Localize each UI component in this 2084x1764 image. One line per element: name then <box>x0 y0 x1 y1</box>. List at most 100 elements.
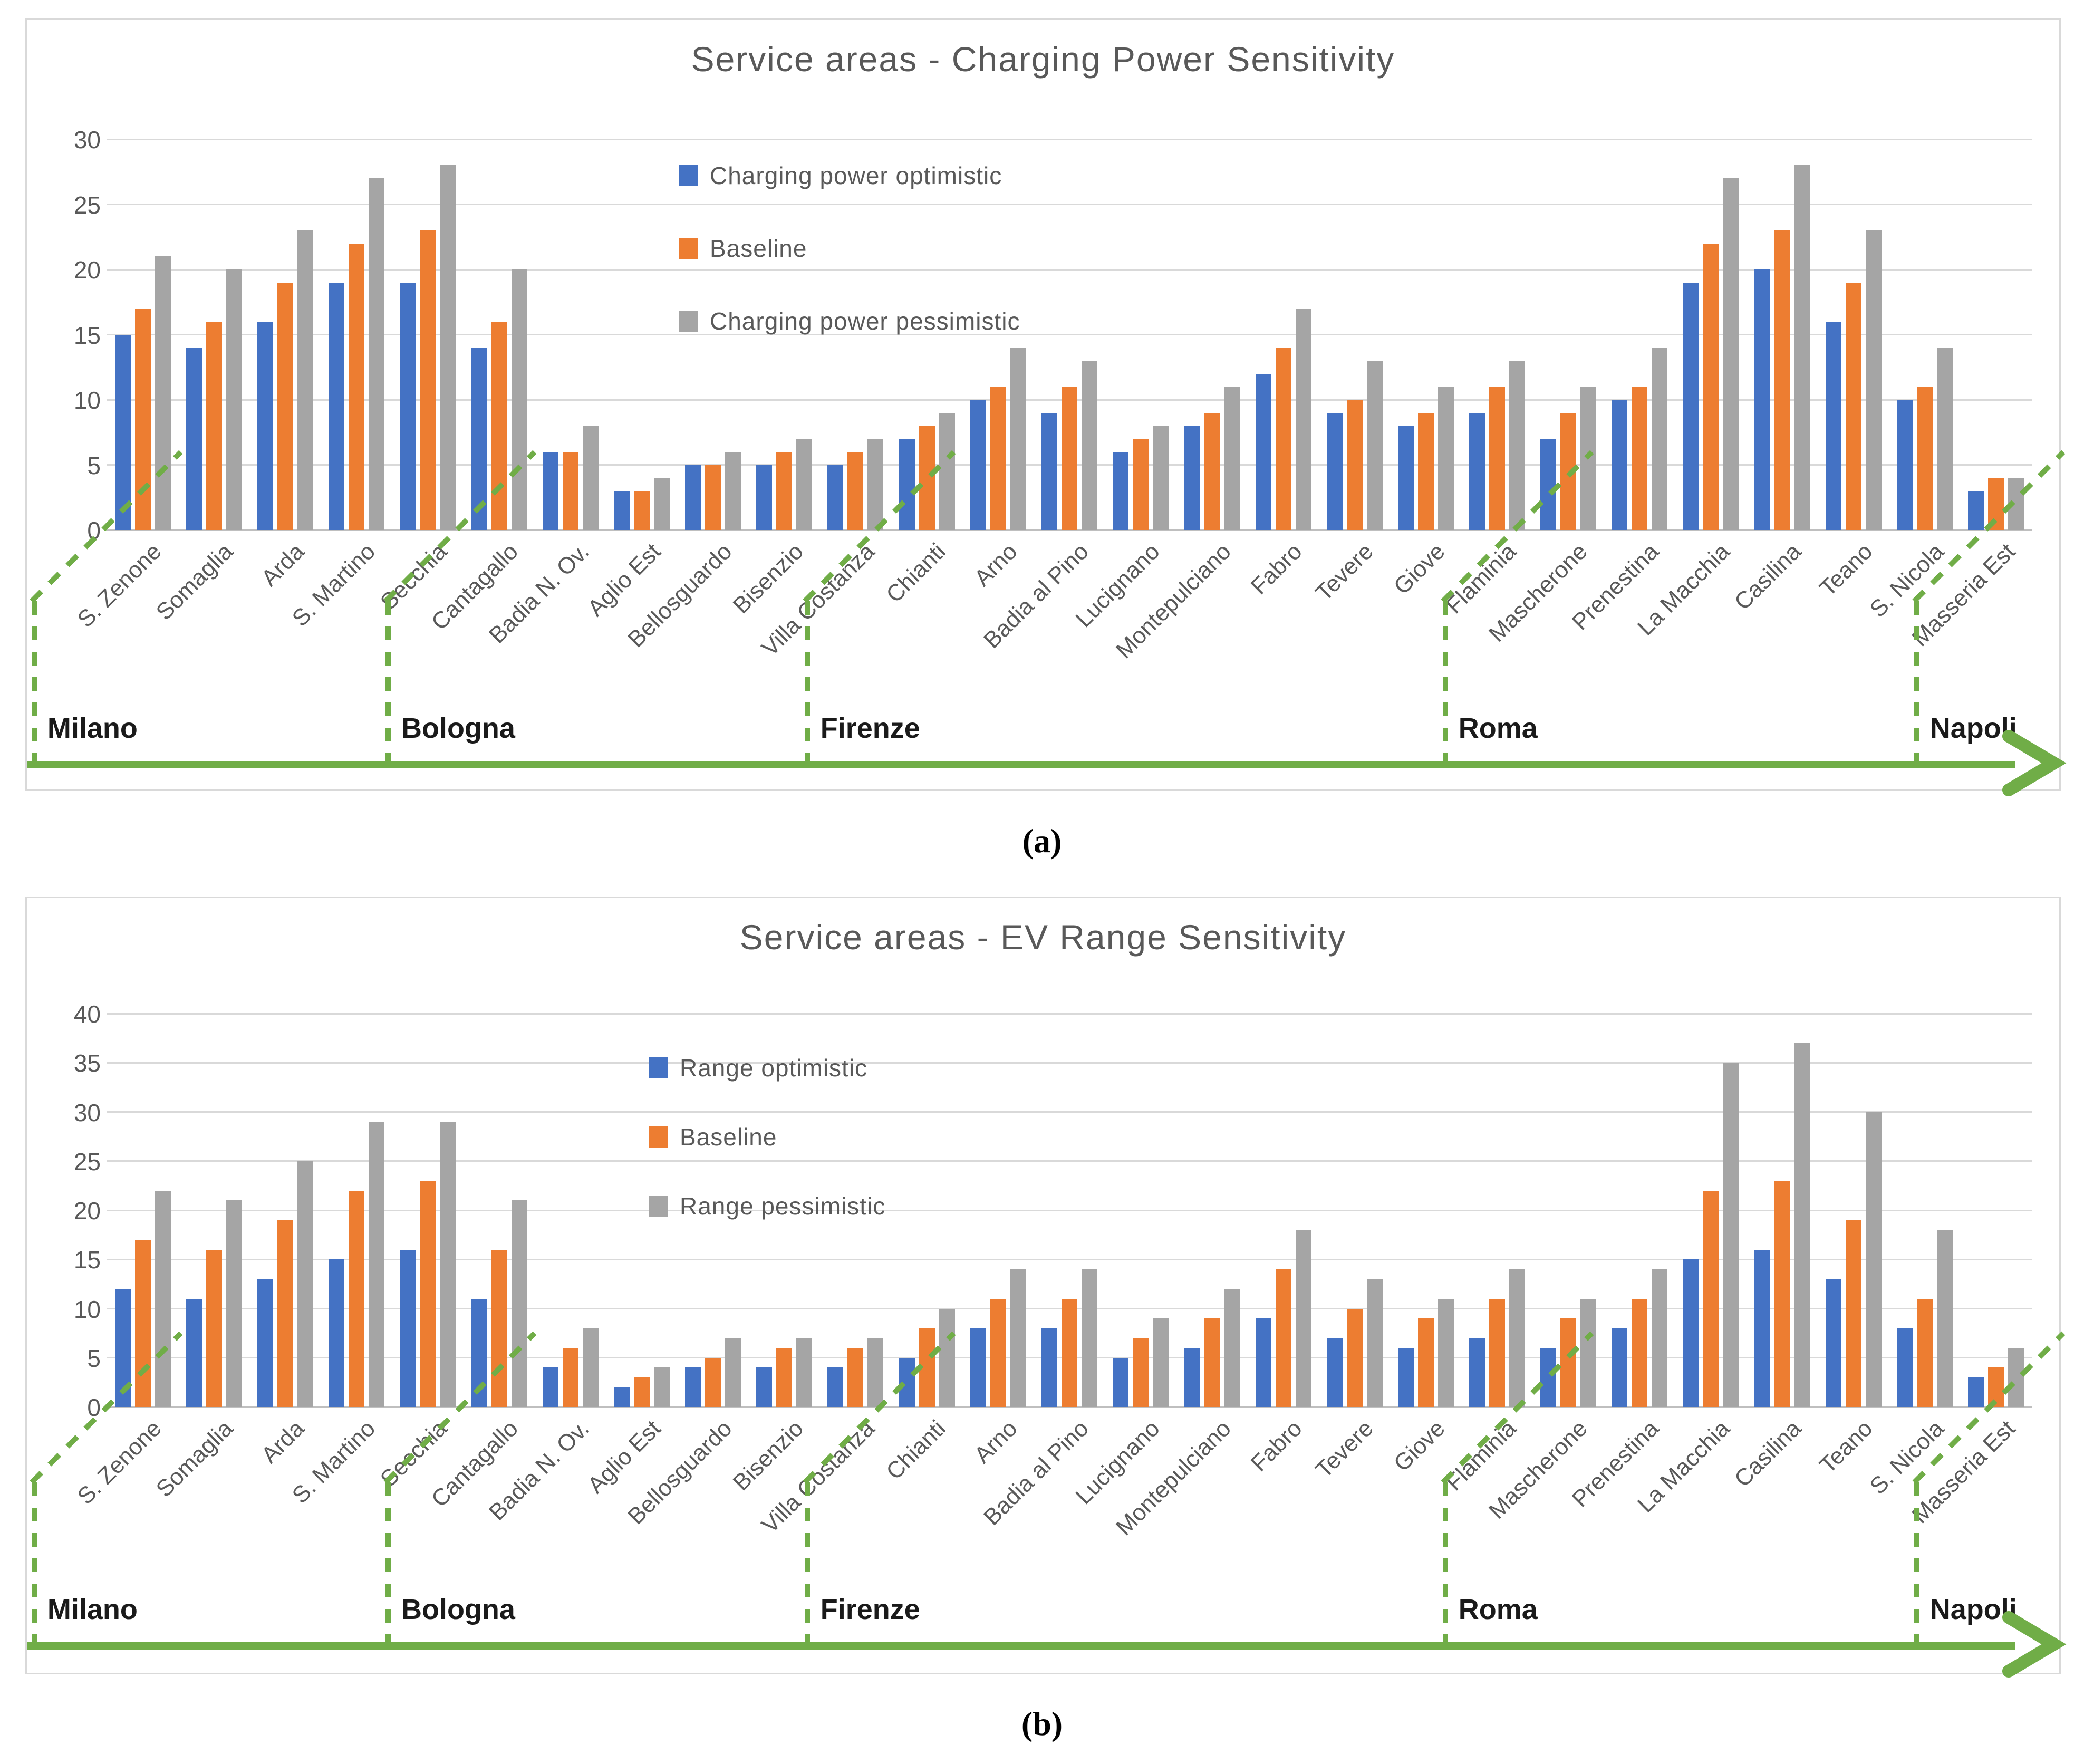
y-tick-label: 30 <box>73 126 101 153</box>
bar <box>1295 1230 1311 1407</box>
x-tick-label: Arda <box>256 538 310 592</box>
y-tick-label: 10 <box>73 1295 101 1323</box>
legend-entry: Charging power pessimistic <box>679 307 1020 335</box>
bar <box>471 348 487 530</box>
bar <box>653 1367 670 1407</box>
bar <box>491 321 507 530</box>
bar-group <box>1319 1014 1390 1407</box>
gridline <box>107 1258 2032 1260</box>
x-tick-label: Giove <box>1388 538 1450 600</box>
bar <box>1437 1298 1454 1407</box>
bar <box>1540 1348 1557 1407</box>
bar <box>796 1338 813 1407</box>
legend-label: Range pessimistic <box>680 1192 886 1220</box>
bar <box>471 1298 487 1407</box>
bar <box>1113 1357 1129 1407</box>
bar <box>653 478 670 530</box>
legend-swatch <box>679 238 698 259</box>
bar <box>440 165 456 530</box>
bar <box>1437 387 1454 530</box>
y-tick-label: 30 <box>73 1098 101 1126</box>
bar <box>1560 1318 1577 1407</box>
bar <box>1826 1279 1842 1407</box>
bar <box>297 1161 313 1407</box>
y-tick-label: 20 <box>73 256 101 284</box>
bar <box>1683 1259 1699 1407</box>
bar <box>1041 1328 1057 1407</box>
bar <box>1417 412 1434 530</box>
legend-swatch <box>649 1196 668 1217</box>
bar <box>1417 1318 1434 1407</box>
bar <box>827 465 844 530</box>
bar <box>1652 348 1668 530</box>
legend-entry: Charging power optimistic <box>679 161 1002 190</box>
bar-group <box>1462 1014 1533 1407</box>
bar <box>1917 1298 1933 1407</box>
bar <box>1560 412 1577 530</box>
bar <box>186 1298 202 1407</box>
legend-label: Baseline <box>680 1123 777 1151</box>
x-axis-line <box>107 1406 2032 1408</box>
bar <box>1723 1063 1739 1407</box>
bar <box>970 1328 986 1407</box>
bar-group <box>321 139 392 530</box>
bar <box>155 256 171 530</box>
bar <box>1010 1269 1026 1407</box>
bar <box>134 309 151 530</box>
bar <box>1632 1298 1648 1407</box>
bar <box>369 178 385 530</box>
bar <box>1346 400 1363 530</box>
bar <box>1184 1348 1200 1407</box>
bar-group <box>962 1014 1034 1407</box>
x-tick-label: Somaglia <box>151 1415 238 1502</box>
bar <box>1113 451 1129 530</box>
y-tick-label: 15 <box>73 321 101 349</box>
bar <box>1010 348 1026 530</box>
city-divider-line <box>1442 1482 1448 1646</box>
bar <box>491 1249 507 1407</box>
bar <box>1683 282 1699 530</box>
bar-group <box>1390 1014 1461 1407</box>
bar-group <box>321 1014 392 1407</box>
gridline <box>107 1160 2032 1162</box>
legend-swatch <box>649 1057 668 1078</box>
bar <box>1509 360 1526 530</box>
bar <box>796 439 813 530</box>
bar <box>867 1338 884 1407</box>
bar-group <box>1248 1014 1319 1407</box>
bar <box>1469 412 1485 530</box>
legend-label: Range optimistic <box>680 1054 868 1082</box>
bar <box>1632 387 1648 530</box>
bar <box>1937 1230 1953 1407</box>
bar <box>1703 243 1719 530</box>
legend-label: Charging power optimistic <box>710 162 1002 189</box>
bar <box>1255 373 1271 530</box>
bar <box>725 451 741 530</box>
gridline <box>107 138 2032 140</box>
bar <box>297 230 313 530</box>
bar <box>756 1367 773 1407</box>
bar-group <box>1604 1014 1675 1407</box>
chart-b-caption: (b) <box>1021 1705 1063 1742</box>
bar-group <box>891 1014 962 1407</box>
y-tick-label: 0 <box>87 1394 101 1421</box>
x-tick-label: Casilina <box>1729 538 1807 615</box>
bar <box>919 1328 935 1407</box>
bar <box>420 230 436 530</box>
city-label: Bologna <box>401 1594 515 1625</box>
x-tick-label: S. Zenone <box>72 1415 167 1510</box>
bar <box>349 243 365 530</box>
bar <box>542 451 558 530</box>
x-tick-label: Fabro <box>1246 1415 1308 1477</box>
city-divider-line <box>385 601 391 765</box>
bar <box>867 439 884 530</box>
bar <box>562 451 578 530</box>
bar <box>756 465 773 530</box>
y-tick-label: 15 <box>73 1246 101 1274</box>
bar <box>1255 1318 1271 1407</box>
bar <box>1866 230 1882 530</box>
y-tick-label: 40 <box>73 1000 101 1028</box>
bar <box>1988 478 2004 530</box>
bar-group <box>249 1014 321 1407</box>
bar-group <box>677 1014 748 1407</box>
